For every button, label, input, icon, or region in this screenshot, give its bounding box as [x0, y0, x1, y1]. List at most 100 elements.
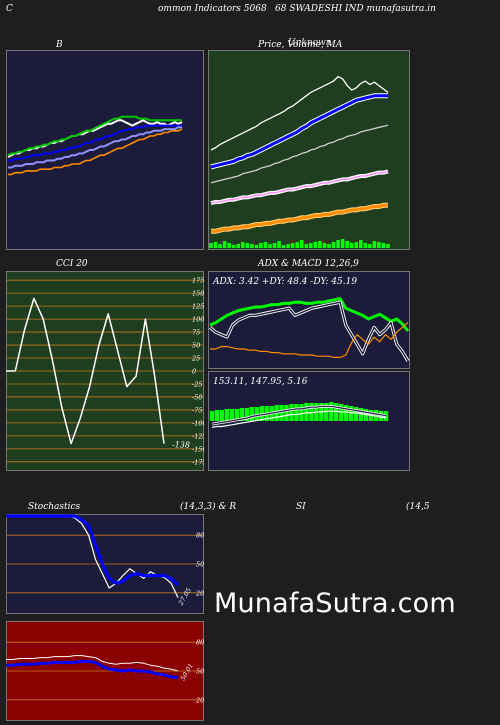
cci-chart: 175 150 125 100 75 50 25 0 -25 -50 -75 -100 -125 -150…: [6, 271, 204, 471]
volume-bar: [299, 240, 304, 248]
price-series-line: [210, 94, 388, 169]
volume-bar: [358, 240, 363, 248]
macd-histogram-bar: [279, 405, 284, 421]
watermark: MunafaSutra.com: [214, 588, 456, 619]
stoch-title-right: (14,3,3) & R: [180, 502, 237, 512]
macd-histogram-bar: [334, 403, 339, 421]
macd-histogram-bar: [383, 411, 389, 421]
volume-bar: [349, 243, 354, 248]
price-series-line: [210, 170, 389, 204]
stoch-tick-label: 20: [195, 589, 204, 597]
macd-histogram-bar: [254, 407, 259, 421]
volume-bar: [318, 241, 322, 248]
volume-bar: [222, 241, 227, 248]
cci-tick-label: 100: [192, 316, 204, 324]
volume-bar: [245, 243, 250, 248]
volume-bar: [386, 244, 390, 248]
cci-tick-label: -125: [192, 432, 204, 440]
volume-bar: [272, 243, 277, 248]
adx-series-line: [210, 322, 409, 359]
macd-histogram-bar: [239, 408, 245, 421]
volume-bar: [286, 244, 290, 248]
volume-bar: [327, 244, 331, 248]
macd-histogram-bar: [299, 404, 304, 421]
volume-bar: [309, 243, 313, 248]
adx-title: ADX & MACD 12,26,9: [258, 259, 359, 269]
rsi-title: SI: [296, 502, 306, 512]
macd-histogram-bar: [284, 405, 289, 421]
macd-histogram-bar: [304, 403, 309, 421]
volume-bar: [231, 245, 236, 248]
bollinger-series-line: [8, 128, 183, 176]
cci-tick-label: -100: [192, 419, 204, 427]
header-left: C: [6, 4, 13, 14]
price-ma-title: Price, Volume, MA: [258, 40, 343, 50]
cci-tick-label: -25: [192, 380, 202, 388]
cci-tick-label: 150: [192, 290, 204, 298]
macd-histogram-bar: [224, 409, 230, 421]
volume-bar: [254, 245, 259, 248]
macd-histogram-bar: [219, 410, 225, 421]
volume-bar: [213, 242, 218, 248]
cci-tick-label: 175: [192, 277, 204, 285]
macd-histogram-bar: [353, 407, 359, 421]
adx-line-inner: [209, 301, 409, 362]
volume-bar: [313, 242, 318, 248]
volume-bar: [354, 242, 359, 248]
volume-bar: [295, 242, 300, 248]
macd-histogram-bar: [214, 410, 220, 421]
cci-tick-label: -50: [192, 393, 202, 401]
macd-histogram-bar: [209, 411, 215, 421]
bollinger-chart: [6, 50, 204, 250]
volume-bar: [381, 243, 386, 248]
bollinger-series-line: [8, 124, 182, 162]
macd-histogram-bar: [249, 407, 254, 421]
adx-series-line: [209, 297, 410, 332]
cci-tick-label: 25: [191, 355, 200, 363]
price-series-line: [211, 203, 388, 233]
stoch-title: Stochastics: [28, 502, 81, 512]
cci-tick-label: -75: [192, 406, 202, 414]
bollinger-series-line: [7, 115, 182, 157]
bollinger-title: B: [56, 40, 63, 50]
macd-histogram-bar: [234, 409, 240, 421]
adx-chart: ADX: 3.42 +DY: 48.4 -DY: 45.19: [208, 271, 410, 369]
price-ma-title-overlay: Unknown: [288, 38, 332, 48]
volume-bar: [236, 244, 241, 248]
macd-readout: 153.11, 147.95, 5.16: [213, 377, 308, 387]
macd-histogram-bar: [289, 404, 294, 421]
macd-histogram-bar: [373, 410, 379, 421]
volume-bar: [281, 245, 286, 248]
stoch-series-line: [6, 514, 180, 587]
cci-tick-label: 0: [192, 368, 196, 376]
rsi-tick-label: 50: [196, 668, 204, 676]
cci-last-label: -138: [172, 441, 190, 450]
cci-tick-label: -150: [192, 445, 204, 453]
macd-line-inner: [211, 405, 387, 425]
macd-histogram-bar: [358, 408, 364, 421]
page-title: ommon Indicators 5068: [158, 4, 267, 14]
rsi-tick-label: 20: [195, 696, 204, 704]
macd-histogram-bar: [229, 409, 235, 421]
cci-tick-label: 75: [192, 329, 200, 337]
cci-tick-label: 50: [192, 342, 200, 350]
cci-line: [6, 297, 165, 445]
adx-readout: ADX: 3.42 +DY: 48.4 -DY: 45.19: [212, 277, 357, 287]
volume-bar: [372, 241, 377, 248]
bollinger-series-line: [7, 119, 183, 158]
volume-bar: [240, 242, 245, 248]
volume-bar: [268, 244, 272, 248]
volume-bar: [368, 244, 372, 248]
volume-bar: [263, 242, 268, 248]
cci-tick-label: 125: [192, 303, 204, 311]
rsi-tick-label: 80: [196, 639, 204, 647]
volume-bar: [209, 243, 213, 248]
volume-bar: [227, 243, 231, 248]
volume-bar: [336, 240, 340, 248]
price-ma-chart: [208, 50, 410, 250]
price-series-line: [210, 124, 389, 184]
volume-bar: [331, 242, 336, 248]
volume-bar: [259, 243, 263, 248]
